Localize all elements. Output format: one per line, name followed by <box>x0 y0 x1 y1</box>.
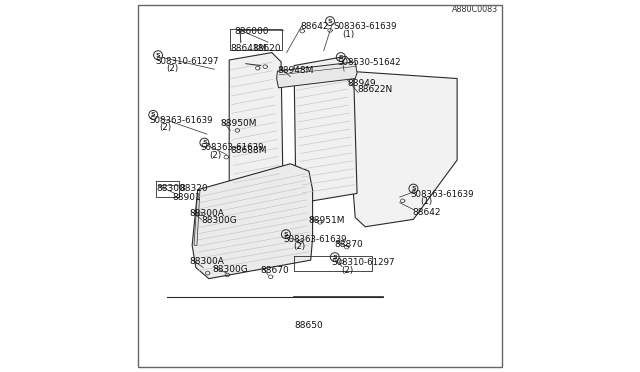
Text: 88948M: 88948M <box>278 65 314 74</box>
Text: (2): (2) <box>166 64 179 73</box>
Polygon shape <box>276 62 357 88</box>
Text: 88642: 88642 <box>412 208 440 217</box>
Text: S08363-61639: S08363-61639 <box>150 116 213 125</box>
Polygon shape <box>229 52 283 197</box>
Text: S08363-61639: S08363-61639 <box>283 235 346 244</box>
Text: (1): (1) <box>342 30 355 39</box>
Text: S08363-61639: S08363-61639 <box>333 22 397 31</box>
Text: (1): (1) <box>420 197 432 206</box>
Text: S08310-61297: S08310-61297 <box>155 57 219 66</box>
Text: (2): (2) <box>293 242 305 251</box>
Text: 88300G: 88300G <box>212 264 248 273</box>
Text: 88949: 88949 <box>347 78 376 87</box>
Text: S08363-61639: S08363-61639 <box>411 190 474 199</box>
Polygon shape <box>194 190 200 245</box>
Text: S: S <box>328 19 332 23</box>
Text: 886000: 886000 <box>235 28 269 36</box>
Text: 88300A: 88300A <box>189 257 225 266</box>
Text: 88951M: 88951M <box>308 216 345 225</box>
Text: 88622N: 88622N <box>357 85 392 94</box>
Text: S: S <box>411 186 416 191</box>
Text: 88642: 88642 <box>301 22 329 31</box>
Text: 88670: 88670 <box>260 266 289 275</box>
Text: 88300A: 88300A <box>189 209 225 218</box>
Text: S: S <box>339 55 343 60</box>
Text: (2): (2) <box>209 151 221 160</box>
Text: S08363-61639: S08363-61639 <box>201 143 264 153</box>
Polygon shape <box>294 56 357 203</box>
Text: 88300G: 88300G <box>202 217 237 225</box>
Text: S08530-51642: S08530-51642 <box>338 58 401 67</box>
Text: 88901: 88901 <box>173 193 202 202</box>
Text: 88870: 88870 <box>335 240 364 249</box>
Text: 88641M: 88641M <box>230 44 267 54</box>
Polygon shape <box>192 164 312 279</box>
Text: S08310-61297: S08310-61297 <box>332 258 396 267</box>
Text: 88950M: 88950M <box>220 119 257 128</box>
Text: (2): (2) <box>342 266 354 275</box>
Polygon shape <box>347 71 457 227</box>
Text: 88320: 88320 <box>179 184 208 193</box>
Text: S: S <box>202 140 207 145</box>
Text: S: S <box>151 112 156 117</box>
Text: 88620: 88620 <box>253 44 281 54</box>
Text: (2): (2) <box>159 123 171 132</box>
Text: S: S <box>284 232 288 237</box>
Text: 88300: 88300 <box>156 184 185 193</box>
Text: 88688M: 88688M <box>230 146 267 155</box>
Text: A880C0083: A880C0083 <box>452 5 498 14</box>
Text: S: S <box>333 255 337 260</box>
Text: S: S <box>156 53 161 58</box>
Text: 88650: 88650 <box>294 321 323 330</box>
